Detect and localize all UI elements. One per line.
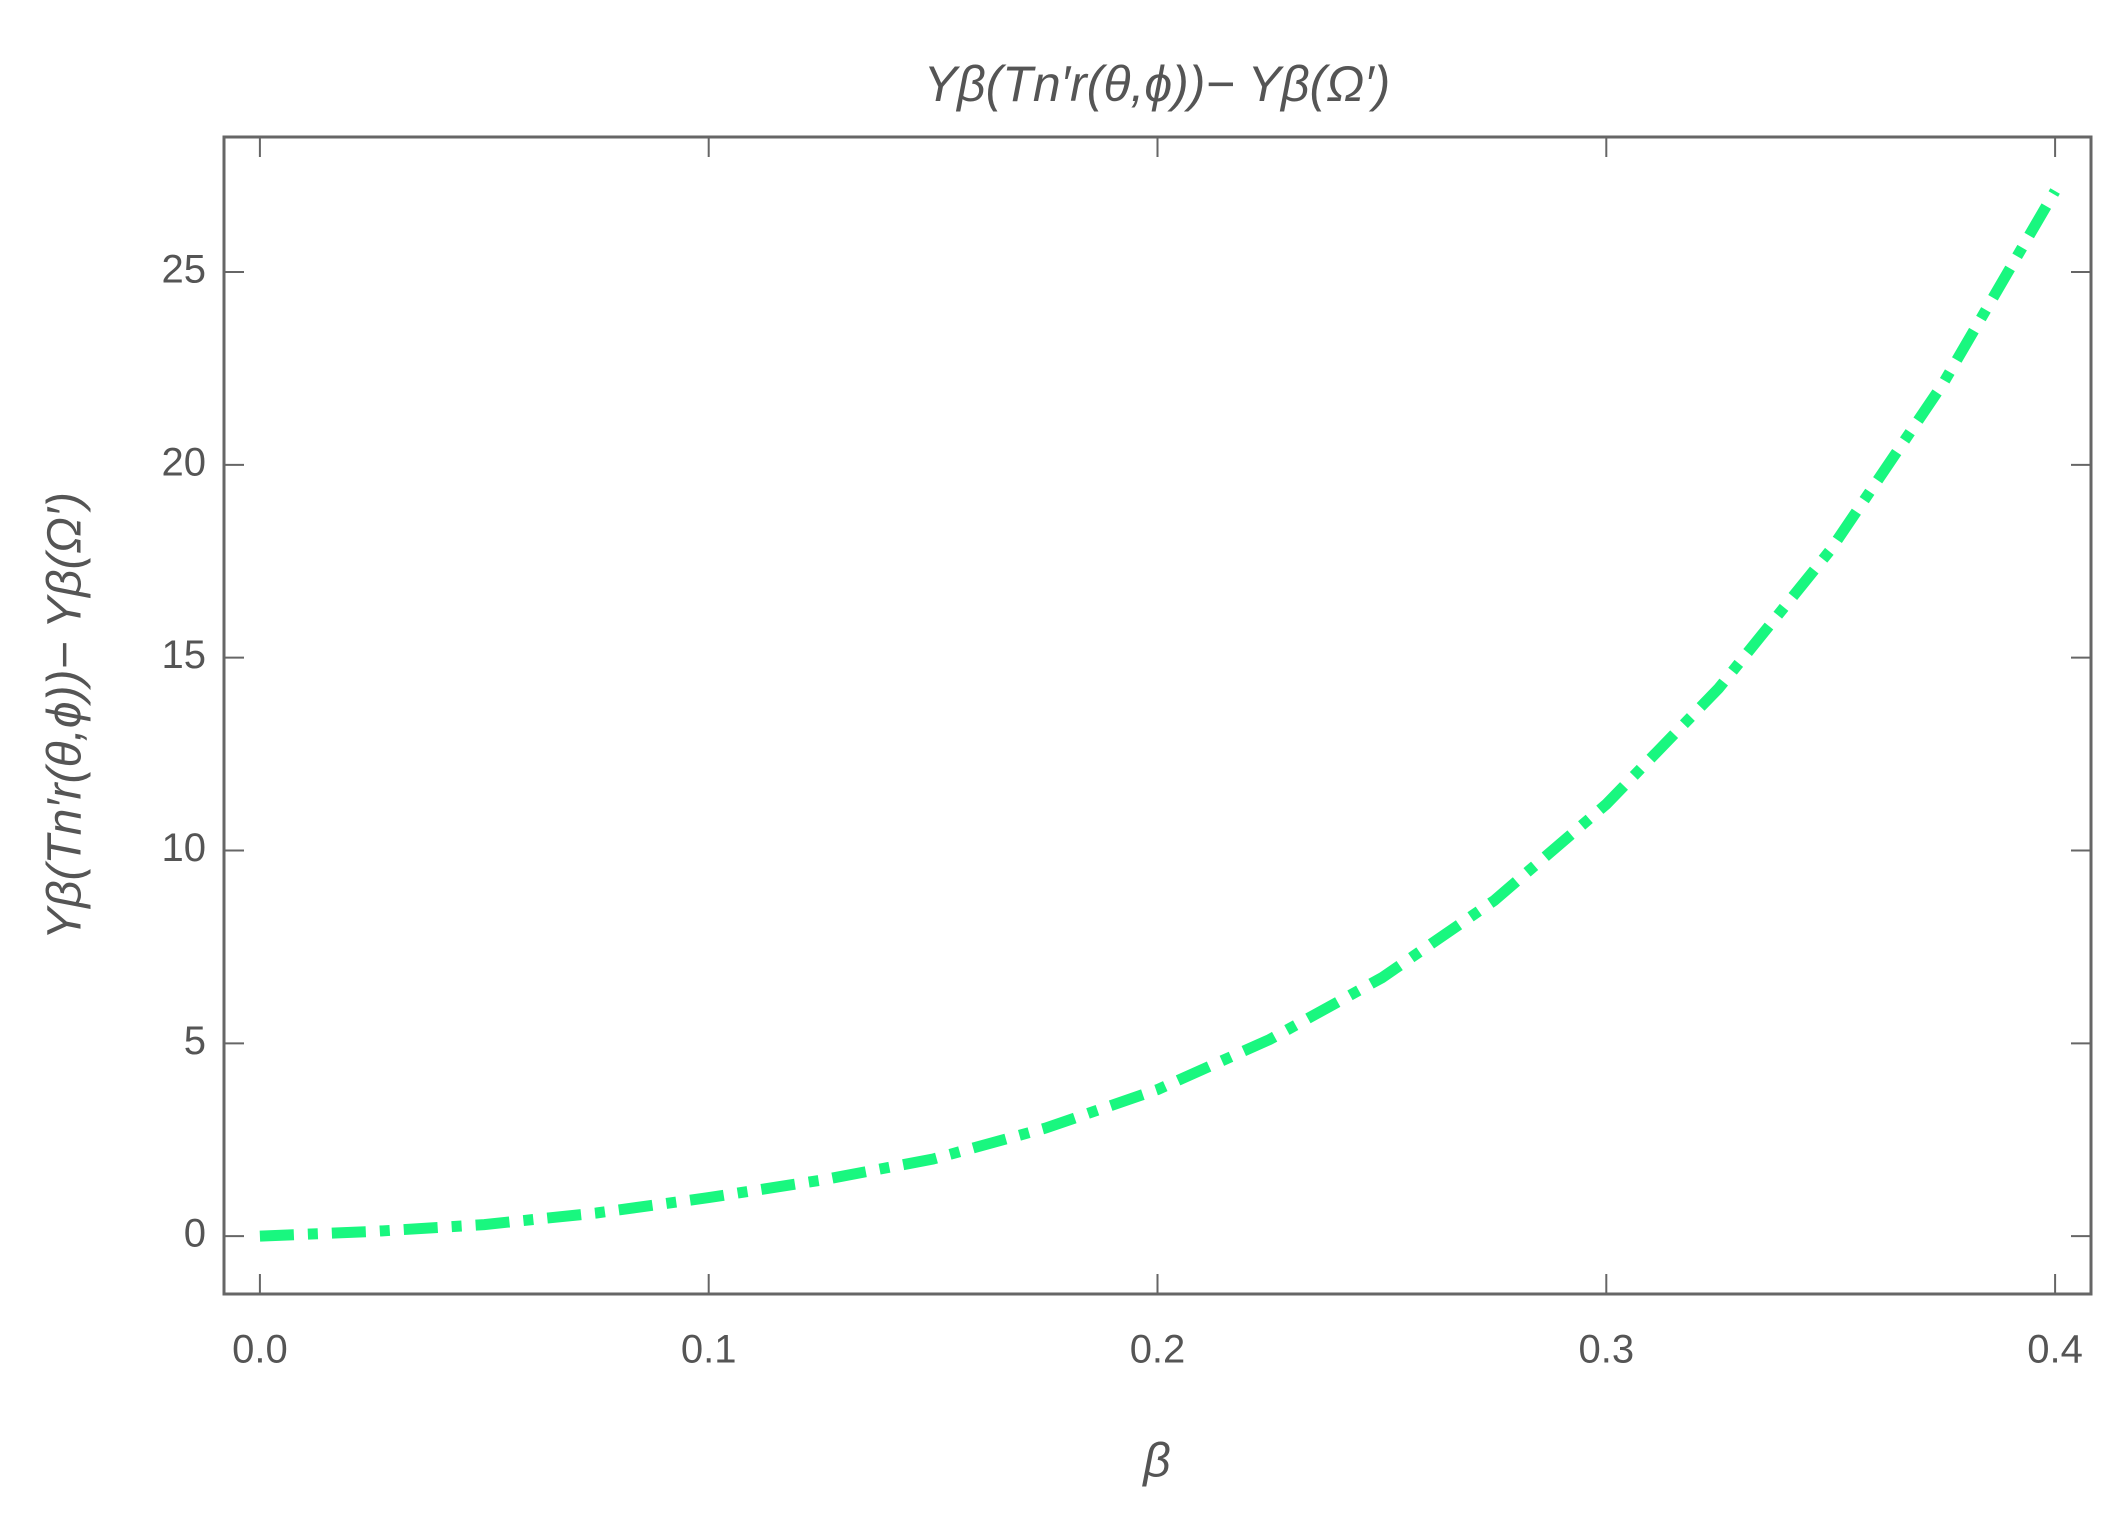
y-tick-label: 20 bbox=[162, 440, 207, 484]
x-tick-label: 0.4 bbox=[2027, 1328, 2083, 1372]
y-tick-label: 0 bbox=[184, 1212, 206, 1256]
y-tick-label: 15 bbox=[162, 633, 207, 677]
plot-frame bbox=[222, 135, 2093, 1296]
x-axis-label: β bbox=[1141, 1435, 1170, 1488]
data-line bbox=[259, 188, 2060, 1242]
x-tick-label: 0.2 bbox=[1130, 1328, 1186, 1372]
x-tick-label: 0.1 bbox=[681, 1328, 737, 1372]
x-tick-label: 0.0 bbox=[232, 1328, 288, 1372]
x-tick-label: 0.3 bbox=[1578, 1328, 1634, 1372]
y-tick-label: 25 bbox=[162, 248, 207, 292]
chart-title: Yβ(Tn′r(θ,ϕ))− Yβ(Ω′) bbox=[924, 56, 1391, 112]
y-tick-label: 5 bbox=[184, 1019, 206, 1063]
y-tick-label: 10 bbox=[162, 826, 207, 870]
y-axis-label: Yβ(Tn′r(θ,ϕ))− Yβ(Ω′) bbox=[39, 492, 92, 940]
